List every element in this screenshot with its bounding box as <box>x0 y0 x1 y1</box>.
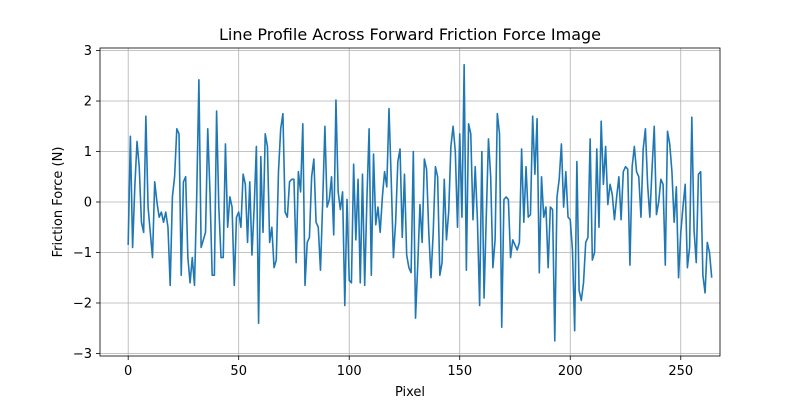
y-axis-label: Friction Force (N) <box>51 147 66 258</box>
x-tick-label: 100 <box>337 364 362 379</box>
y-tick-label: −1 <box>73 246 92 261</box>
y-tick-label: 3 <box>84 44 92 59</box>
y-tick-label: 2 <box>84 95 92 110</box>
x-tick-label: 50 <box>230 364 247 379</box>
x-tick-label: 0 <box>124 364 132 379</box>
friction-force-line <box>127 63 713 342</box>
x-axis-label: Pixel <box>395 385 425 400</box>
y-tick-label: 1 <box>84 145 92 160</box>
y-tick-label: −3 <box>73 347 92 362</box>
series-layer <box>127 63 713 342</box>
x-tick-label: 200 <box>558 364 583 379</box>
y-tick-label: 0 <box>84 196 92 211</box>
x-axis-ticks: 0 50 100 150 200 250 <box>124 356 693 379</box>
x-tick-label: 150 <box>447 364 472 379</box>
chart-title: Line Profile Across Forward Friction For… <box>219 25 601 44</box>
x-tick-label: 250 <box>668 364 693 379</box>
y-axis-ticks: −3 −2 −1 0 1 2 3 <box>73 44 100 362</box>
y-tick-label: −2 <box>73 296 92 311</box>
